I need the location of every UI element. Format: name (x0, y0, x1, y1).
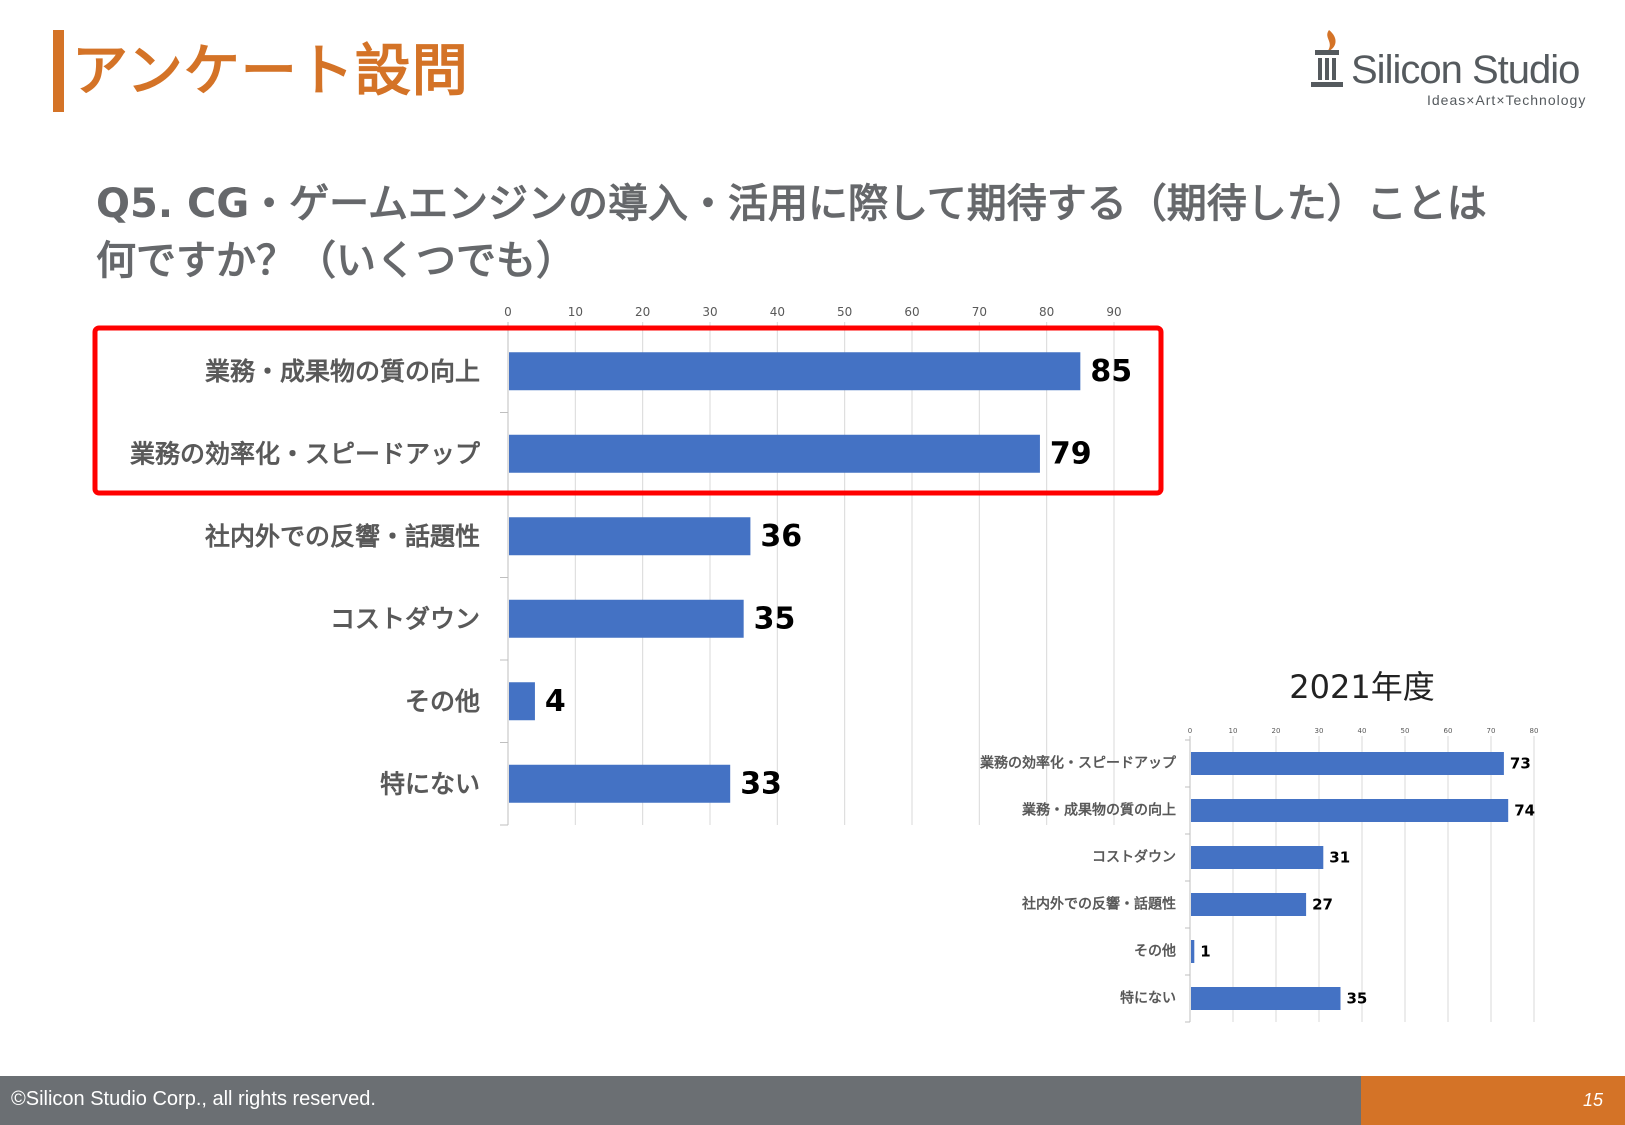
main-bar (509, 599, 744, 638)
sub-category-label: 社内外での反響・話題性 (1021, 896, 1176, 913)
sub-tick-label: 20 (1272, 727, 1281, 735)
main-tick-label: 60 (904, 305, 919, 319)
sub-tick-label: 10 (1229, 727, 1238, 735)
sub-category-label: 特にない (1120, 990, 1176, 1007)
main-bar (509, 682, 535, 721)
footer-accent-block: 15 (1361, 1076, 1625, 1125)
sub-data-label: 1 (1200, 943, 1210, 961)
sub-tick-label: 80 (1530, 727, 1539, 735)
sub-data-label: 73 (1510, 755, 1531, 773)
sub-tick-label: 30 (1315, 727, 1324, 735)
main-category-label: 業務の効率化・スピードアップ (130, 439, 481, 468)
main-data-label: 79 (1050, 436, 1092, 471)
question-line-1: Q5. CG・ゲームエンジンの導入・活用に際して期待する（期待した）ことは (96, 181, 1487, 227)
main-category-label: 特にない (380, 769, 480, 798)
main-data-label: 85 (1090, 354, 1132, 389)
main-tick-label: 90 (1106, 305, 1121, 319)
main-tick-label: 50 (837, 305, 852, 319)
main-bar (509, 352, 1081, 391)
main-bar-chart: 0 10 20 30 40 50 60 70 80 90 業務・成果物の質の向上 85 業務の効率化・ス… (92, 305, 1164, 826)
question-text: Q5. CG・ゲームエンジンの導入・活用に際して期待する（期待した）ことは 何で… (96, 176, 1576, 290)
torch-logo-icon (1311, 30, 1343, 87)
company-logo: Silicon Studio Ideas×Art×Technology (1305, 28, 1605, 118)
main-tick-label: 20 (635, 305, 650, 319)
sub-chart-title: 2021年度 (1289, 668, 1434, 706)
sub-tick-label: 40 (1358, 727, 1367, 735)
sub-bar (1191, 799, 1509, 822)
copyright-text: ©Silicon Studio Corp., all rights reserv… (11, 1088, 376, 1110)
sub-tick-label: 0 (1188, 727, 1192, 735)
main-category-label: 業務・成果物の質の向上 (205, 357, 480, 386)
main-tick-label: 30 (702, 305, 717, 319)
sub-bar (1191, 846, 1324, 869)
main-tick-label: 40 (770, 305, 785, 319)
sub-category-label: 業務・成果物の質の向上 (1021, 802, 1176, 819)
logo-tagline: Ideas×Art×Technology (1427, 92, 1587, 108)
footer: ©Silicon Studio Corp., all rights reserv… (0, 1076, 1625, 1125)
sub-bar (1191, 752, 1504, 775)
sub-bar (1191, 893, 1307, 916)
main-data-label: 4 (545, 684, 566, 719)
main-category-label: 社内外での反響・話題性 (205, 522, 480, 551)
sub-tick-label: 50 (1401, 727, 1410, 735)
bar-chart-2021: 2021年度 0 10 20 30 40 50 60 70 80 業務の効率化・スピードアップ 73 業… (979, 668, 1539, 1023)
sub-tick-label: 70 (1487, 727, 1496, 735)
sub-category-label: その他 (1134, 943, 1176, 960)
main-tick-label: 70 (972, 305, 987, 319)
sub-bar (1191, 940, 1195, 963)
main-bar (509, 517, 751, 556)
sub-data-label: 31 (1329, 849, 1350, 867)
sub-category-label: 業務の効率化・スピードアップ (979, 755, 1177, 772)
page-title: アンケート設問 (72, 39, 469, 104)
main-tick-label: 10 (568, 305, 583, 319)
highlight-box (92, 325, 1164, 496)
main-category-label: その他 (405, 687, 480, 716)
main-bar (509, 764, 731, 803)
question-line-2: 何ですか？（いくつでも） (96, 238, 576, 284)
logo-name: Silicon Studio (1351, 48, 1580, 92)
main-bar (509, 434, 1040, 473)
title-accent-bar (53, 30, 64, 112)
main-category-label: コストダウン (330, 604, 480, 633)
main-data-label: 33 (740, 766, 782, 801)
sub-category-label: コストダウン (1092, 849, 1176, 866)
main-data-label: 36 (760, 519, 802, 554)
page-number: 15 (1582, 1090, 1603, 1110)
sub-tick-label: 60 (1444, 727, 1453, 735)
sub-bar (1191, 987, 1341, 1010)
sub-data-label: 74 (1514, 802, 1535, 820)
sub-data-label: 35 (1347, 990, 1368, 1008)
main-tick-label: 0 (504, 305, 512, 319)
main-data-label: 35 (754, 601, 796, 636)
main-tick-label: 80 (1039, 305, 1054, 319)
sub-data-label: 27 (1312, 896, 1333, 914)
